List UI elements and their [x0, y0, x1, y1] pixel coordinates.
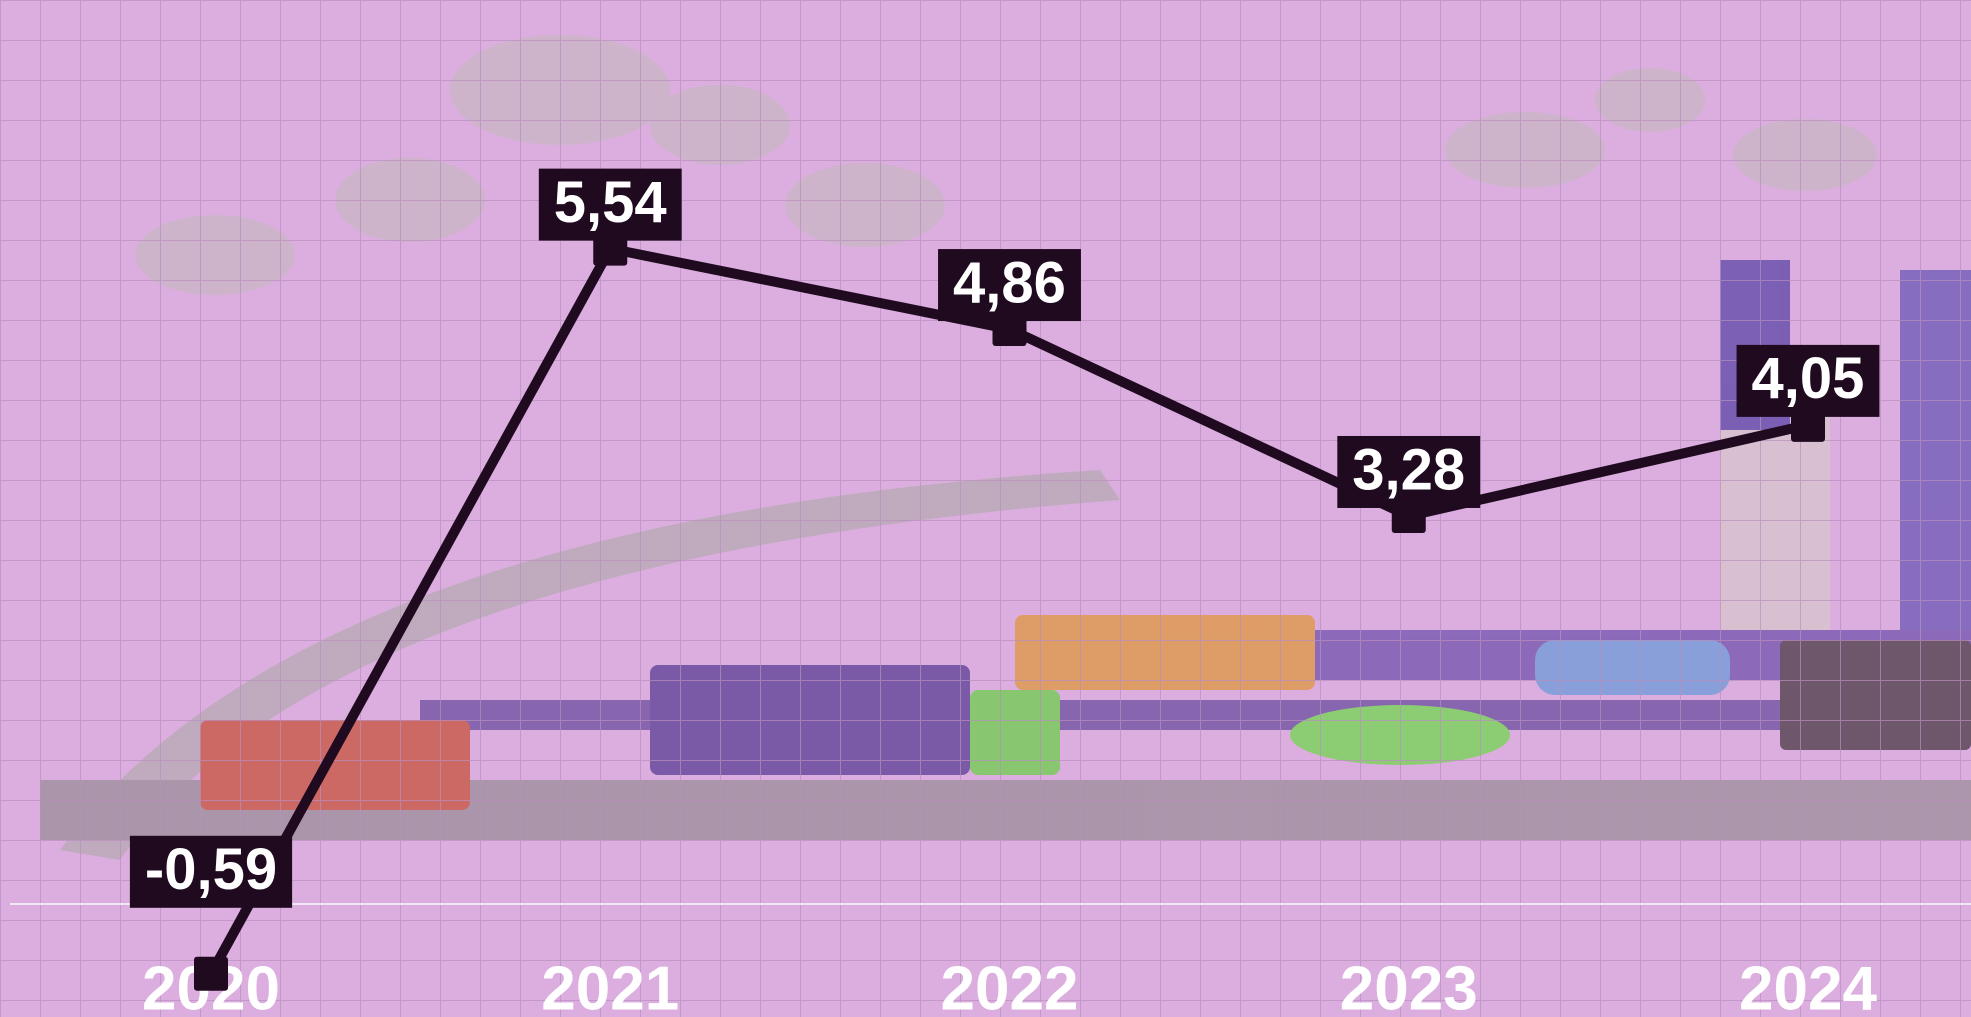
value-label: 5,54 [554, 170, 667, 235]
x-tick-label: 2024 [1739, 954, 1877, 1017]
value-label: 3,28 [1352, 437, 1465, 502]
x-tick-label: 2023 [1340, 954, 1478, 1017]
point-marker [194, 957, 228, 991]
value-label: -0,59 [145, 837, 277, 902]
value-label: 4,86 [953, 250, 1066, 315]
x-tick-label: 2022 [941, 954, 1079, 1017]
x-tick-label: 2021 [541, 954, 679, 1017]
page: 20202021202220232024-0,595,544,863,284,0… [0, 0, 1971, 1017]
chart: 20202021202220232024-0,595,544,863,284,0… [0, 0, 1971, 1017]
grid-pattern [0, 0, 1971, 1017]
value-label: 4,05 [1752, 346, 1865, 411]
